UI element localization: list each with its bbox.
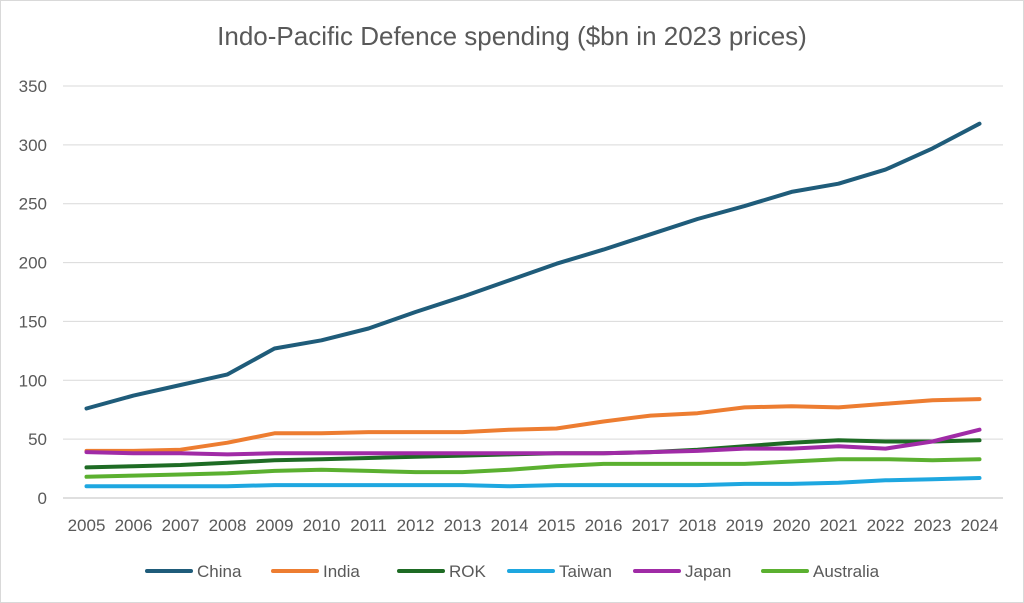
y-tick-label: 200 (19, 254, 47, 273)
x-axis-tick-labels: 2005 2006 2007 2008 2009 2010 2011 2012 2013 2014… (68, 516, 999, 535)
legend-label-china: China (197, 562, 242, 581)
x-tick-label: 2015 (538, 516, 576, 535)
y-tick-label: 50 (28, 430, 47, 449)
legend: China India ROK Taiwan Japan Australia (145, 562, 880, 581)
y-tick-label: 300 (19, 136, 47, 155)
x-tick-label: 2016 (585, 516, 623, 535)
x-tick-label: 2011 (350, 516, 387, 535)
y-tick-label: 150 (19, 312, 47, 331)
legend-label-india: India (323, 562, 360, 581)
x-tick-label: 2023 (914, 516, 952, 535)
x-tick-label: 2008 (209, 516, 247, 535)
x-tick-label: 2010 (303, 516, 341, 535)
series-lines (84, 121, 982, 489)
x-tick-label: 2013 (444, 516, 482, 535)
series-line-japan (84, 427, 982, 457)
y-tick-label: 0 (38, 489, 47, 508)
x-tick-label: 2009 (256, 516, 294, 535)
x-tick-label: 2022 (867, 516, 905, 535)
x-tick-label: 2019 (726, 516, 764, 535)
series-line-taiwan (84, 476, 982, 489)
x-tick-label: 2012 (397, 516, 435, 535)
series-line-india (84, 397, 982, 453)
y-tick-label: 250 (19, 195, 47, 214)
chart-title: Indo-Pacific Defence spending ($bn in 20… (217, 21, 807, 51)
x-tick-label: 2014 (491, 516, 529, 535)
x-tick-label: 2021 (820, 516, 858, 535)
legend-label-australia: Australia (813, 562, 880, 581)
x-tick-label: 2007 (162, 516, 200, 535)
legend-label-rok: ROK (449, 562, 487, 581)
legend-label-taiwan: Taiwan (559, 562, 612, 581)
x-tick-label: 2018 (679, 516, 717, 535)
x-tick-label: 2024 (961, 516, 999, 535)
y-axis-tick-labels: 0 50 100 150 200 250 300 350 (19, 77, 47, 508)
x-tick-label: 2006 (115, 516, 153, 535)
legend-label-japan: Japan (685, 562, 731, 581)
gridlines (63, 85, 1003, 499)
y-tick-label: 350 (19, 77, 47, 96)
x-tick-label: 2017 (632, 516, 670, 535)
series-line-china (84, 121, 982, 411)
x-tick-label: 2005 (68, 516, 106, 535)
series-line-australia (84, 457, 982, 479)
y-tick-label: 100 (19, 371, 47, 390)
x-tick-label: 2020 (773, 516, 811, 535)
